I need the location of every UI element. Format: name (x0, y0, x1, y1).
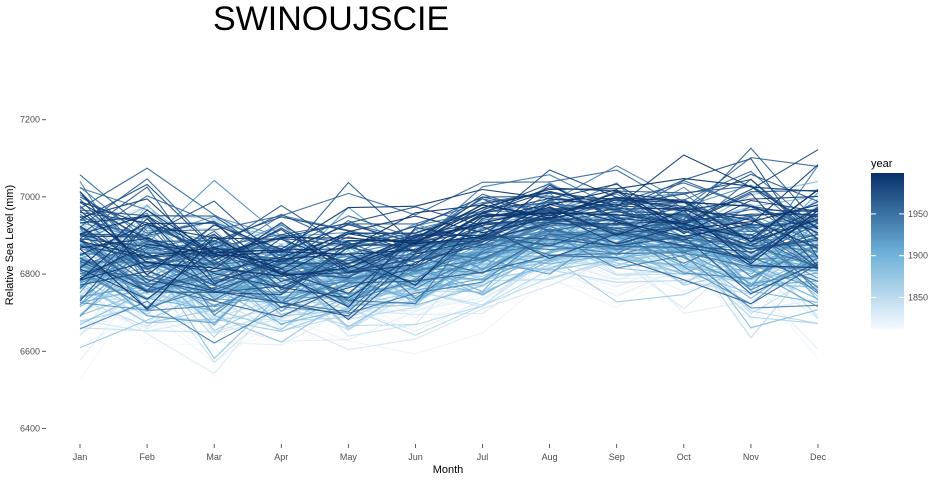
series-line-year (79, 226, 819, 271)
x-tick-label: Dec (810, 452, 827, 462)
series-line-year (79, 232, 819, 344)
series-line-year (79, 196, 819, 269)
series-line-year (79, 198, 819, 290)
x-tick-label: Aug (542, 452, 558, 462)
y-tick-label: 7000 (20, 192, 40, 202)
series-line-year (79, 254, 819, 318)
x-tick-label: Jul (477, 452, 489, 462)
series-line-year (79, 189, 819, 270)
series-line-year (79, 189, 819, 257)
x-axis: Jan Feb Mar Apr May Jun Jul Aug Sep Oct Nov Dec (73, 444, 827, 462)
y-axis-title: Relative Sea Level (mm) (4, 185, 16, 305)
series-line-year (79, 157, 819, 232)
x-tick-label: Oct (677, 452, 692, 462)
x-tick-label: Jun (408, 452, 423, 462)
series-line-year (79, 191, 819, 277)
legend-tick-label: 1850 (908, 292, 928, 302)
series-line-year (79, 207, 819, 280)
legend: year 1850 1900 1950 (871, 158, 928, 330)
x-tick-label: Nov (743, 452, 760, 462)
x-axis-title: Month (433, 464, 464, 476)
series-line-year (79, 231, 819, 302)
x-tick-label: Mar (206, 452, 222, 462)
x-tick-label: Apr (274, 452, 288, 462)
legend-tick-label: 1950 (908, 209, 928, 219)
series-line-year (79, 213, 819, 294)
series-line-year (79, 154, 819, 276)
series-line-year (79, 170, 819, 257)
y-tick-label: 6600 (20, 346, 40, 356)
series-line-year (79, 206, 819, 317)
series-line-year (79, 229, 819, 289)
y-tick-label: 7200 (20, 115, 40, 125)
series-line-year (79, 211, 819, 296)
y-tick-label: 6400 (20, 423, 40, 433)
series-line-year (79, 232, 819, 326)
x-tick-label: Sep (609, 452, 625, 462)
chart-title: SWINOUJSCIE (213, 0, 450, 38)
legend-title: year (871, 158, 893, 170)
x-tick-label: May (340, 452, 358, 462)
series-line-year (79, 164, 819, 286)
series-line-year (79, 211, 819, 305)
series-line-year (79, 236, 819, 360)
series-line-year (79, 149, 819, 252)
series-lines (79, 147, 819, 380)
legend-colorbar (871, 173, 904, 330)
series-line-year (79, 178, 819, 255)
y-tick-label: 6800 (20, 269, 40, 279)
y-axis: 6400 6600 6800 7000 7200 (20, 115, 46, 433)
x-tick-label: Jan (73, 452, 88, 462)
series-line-year (79, 178, 819, 286)
series-line-year (79, 169, 819, 258)
series-line-year (79, 214, 819, 275)
series-line-year (79, 158, 819, 263)
legend-tick-label: 1900 (908, 251, 928, 261)
legend-ticks: 1850 1900 1950 (871, 209, 928, 302)
x-tick-label: Feb (139, 452, 155, 462)
